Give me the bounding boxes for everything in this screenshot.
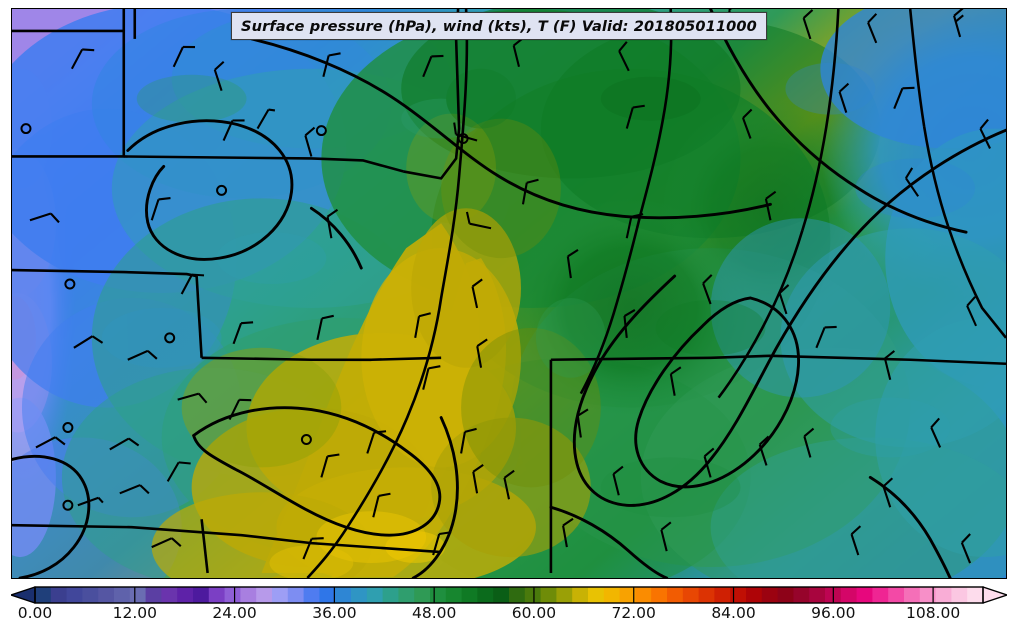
colorbar-segment (272, 587, 289, 603)
colorbar-segment (540, 587, 557, 603)
colorbar-segment (129, 587, 147, 603)
colorbar-tick-labels: 0.00 12.00 24.00 36.00 48.00 60.00 72.00 84.00 9… (11, 604, 1007, 630)
colorbar-segment (208, 587, 226, 603)
colorbar-extend-left-arrow (11, 586, 36, 604)
colorbar-segment (730, 587, 747, 603)
colorbar-segment (398, 587, 415, 603)
colorbar-segment (888, 587, 905, 603)
colorbar[interactable]: 0.00 12.00 24.00 36.00 48.00 60.00 72.00 84.00 9… (11, 586, 1007, 622)
colorbar-tick-label: 0.00 (17, 604, 53, 622)
colorbar-segment (493, 587, 510, 603)
colorbar-segment (256, 587, 273, 603)
colorbar-tick-label: 36.00 (312, 604, 357, 622)
colorbar-segment (698, 587, 715, 603)
colorbar-segment (856, 587, 873, 603)
colorbar-major-ticks (34, 587, 934, 603)
colorbar-segment (667, 587, 684, 603)
colorbar-segment (114, 587, 131, 603)
colorbar-segment (366, 587, 384, 603)
map-title-text: Surface pressure (hPa), wind (kts), T (F… (241, 18, 757, 35)
colorbar-segment (414, 587, 431, 603)
colorbar-segment (603, 587, 621, 603)
colorbar-segment (919, 587, 937, 603)
colorbar-segment (477, 587, 494, 603)
colorbar-segment (572, 587, 589, 603)
colorbar-segment (682, 587, 700, 603)
colorbar-tick-label: 48.00 (412, 604, 457, 622)
colorbar-segment (619, 587, 636, 603)
colorbar-tick-label: 60.00 (511, 604, 557, 622)
colorbar-segment (588, 587, 605, 603)
colorbar-segment (240, 587, 257, 603)
colorbar-segment (303, 587, 320, 603)
colorbar-segment (161, 587, 178, 603)
colorbar-segment (746, 587, 763, 603)
colorbar-segment (461, 587, 478, 603)
temperature-shading-layer (12, 9, 1006, 578)
colorbar-segment (224, 587, 241, 603)
colorbar-segment (177, 587, 194, 603)
map-title-box: Surface pressure (hPa), wind (kts), T (F… (231, 12, 767, 40)
colorbar-segment (872, 587, 889, 603)
colorbar-tick-label: 24.00 (212, 604, 257, 622)
colorbar-segment (967, 587, 984, 603)
colorbar-swatches[interactable] (11, 586, 1007, 604)
colorbar-segment (524, 587, 542, 603)
colorbar-segment (82, 587, 99, 603)
colorbar-extend-right-arrow (982, 586, 1007, 604)
colorbar-segment (50, 587, 68, 603)
colorbar-segment (351, 587, 368, 603)
colorbar-segment-group (35, 587, 984, 603)
colorbar-segment (430, 587, 447, 603)
colorbar-segment (35, 587, 52, 603)
colorbar-segment (761, 587, 779, 603)
colorbar-segment (651, 587, 668, 603)
colorbar-segment (66, 587, 83, 603)
colorbar-segment (145, 587, 162, 603)
colorbar-segment (319, 587, 336, 603)
colorbar-segment (335, 587, 352, 603)
colorbar-segment (635, 587, 652, 603)
colorbar-segment (777, 587, 794, 603)
colorbar-segment (98, 587, 115, 603)
colorbar-segment (951, 587, 968, 603)
colorbar-segment (904, 587, 921, 603)
colorbar-segment (935, 587, 952, 603)
colorbar-segment (840, 587, 858, 603)
colorbar-segment (809, 587, 826, 603)
colorbar-tick-label: 72.00 (611, 604, 656, 622)
colorbar-tick-label: 12.00 (112, 604, 157, 622)
terrain-texture (101, 62, 976, 518)
colorbar-segment (509, 587, 526, 603)
map-panel[interactable]: Surface pressure (hPa), wind (kts), T (F… (11, 8, 1007, 579)
colorbar-segment (714, 587, 731, 603)
pressure-isobars-layer (12, 9, 1006, 578)
colorbar-segment (556, 587, 573, 603)
colorbar-tick-label: 96.00 (811, 604, 856, 622)
colorbar-tick-label: 108.00 (905, 604, 961, 622)
colorbar-segment (193, 587, 210, 603)
colorbar-segment (382, 587, 399, 603)
colorbar-segment (287, 587, 305, 603)
map-canvas[interactable] (12, 9, 1006, 578)
colorbar-segment (793, 587, 810, 603)
colorbar-segment (445, 587, 463, 603)
colorbar-tick-label: 84.00 (711, 604, 756, 622)
